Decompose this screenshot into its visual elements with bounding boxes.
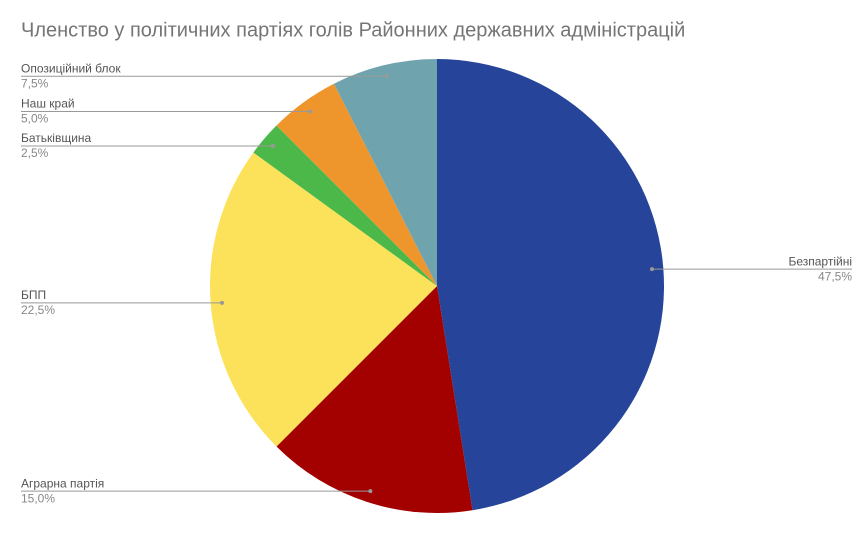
leader-dot: [271, 143, 276, 148]
leader-dot: [368, 489, 373, 494]
leader-dot: [308, 109, 313, 114]
pie-slice: [253, 125, 437, 287]
chart-title: Членство у політичних партіях голів Райо…: [21, 19, 685, 41]
pie-slice: [437, 59, 664, 511]
slice-label: Наш край: [21, 97, 75, 111]
slice-value: 5,0%: [21, 112, 49, 126]
slice-value: 15,0%: [21, 491, 55, 505]
slice-label: Батьківщина: [21, 131, 92, 145]
leader-dot: [220, 300, 225, 305]
slice-label: БПП: [21, 288, 46, 302]
slice-label: Аграрна партія: [21, 476, 104, 490]
leader-dot: [649, 267, 654, 272]
slice-value: 2,5%: [21, 146, 49, 160]
slice-value: 47,5%: [818, 269, 852, 283]
slice-value: 7,5%: [21, 76, 49, 90]
slice-value: 22,5%: [21, 303, 55, 317]
slice-label: Безпартійні: [788, 254, 852, 268]
pie-slice: [333, 59, 437, 286]
pie-slice: [276, 286, 473, 513]
pie-slice: [209, 152, 437, 447]
slice-label: Опозиційний блок: [21, 61, 121, 75]
pie-slice: [276, 83, 437, 286]
leader-dot: [384, 74, 389, 79]
